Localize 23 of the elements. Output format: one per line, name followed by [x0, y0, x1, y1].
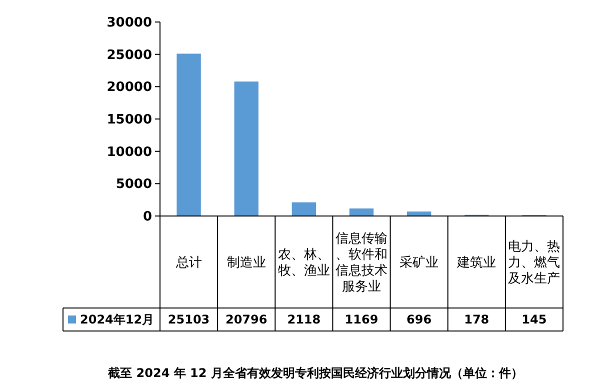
x-tick-label: 农、林、牧、渔业 — [278, 248, 330, 279]
data-label: 2118 — [287, 312, 321, 327]
data-label: 145 — [522, 312, 547, 327]
y-tick-label: 5000 — [116, 177, 152, 192]
y-tick-label: 20000 — [106, 80, 152, 96]
data-label: 20796 — [225, 312, 268, 327]
x-tick-label: 电力、热力、燃气及水生产 — [508, 240, 560, 287]
x-tick-label: 总计 — [174, 256, 202, 271]
y-tick-label: 0 — [142, 210, 152, 225]
y-tick-label: 25000 — [106, 48, 152, 63]
y-tick-label: 10000 — [106, 144, 152, 160]
data-label: 1169 — [344, 312, 378, 327]
legend-label: 2024年12月 — [80, 312, 154, 327]
data-label: 696 — [406, 312, 432, 327]
x-tick-label: 采矿业 — [400, 256, 439, 271]
data-label: 25103 — [168, 312, 210, 327]
x-tick-label: 制造业 — [226, 256, 266, 271]
x-tick-label: 信息传输、软件和信息技术服务业 — [336, 232, 388, 295]
data-label: 178 — [464, 312, 490, 327]
y-tick-label: 15000 — [106, 112, 152, 128]
y-tick-label: 30000 — [106, 16, 152, 31]
x-tick-label: 建筑业 — [456, 256, 496, 271]
text: 截至 2024 年 12 月全省有效发明专利按国民经济行业划分情况（单位：件） — [107, 366, 523, 380]
